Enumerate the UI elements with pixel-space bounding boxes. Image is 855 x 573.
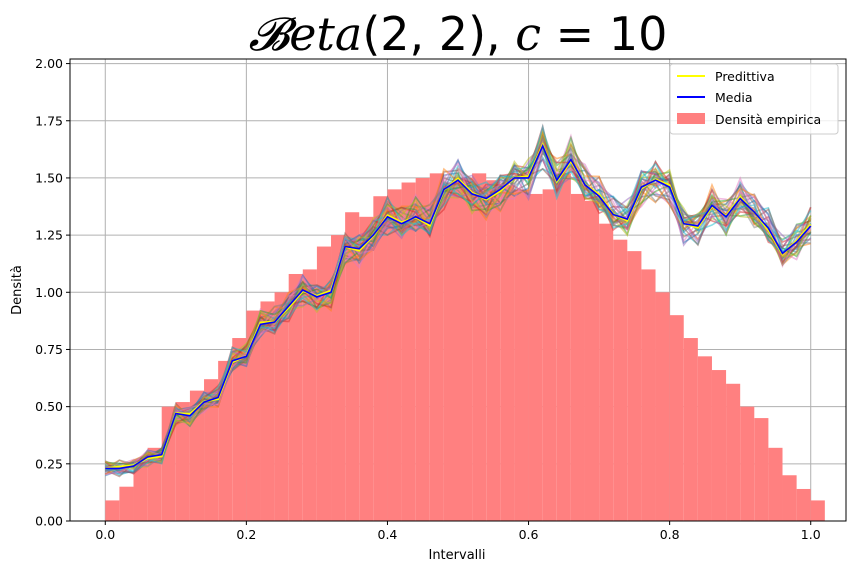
x-tick-label: 0.2 xyxy=(236,527,256,542)
y-tick-label: 0.50 xyxy=(35,399,63,414)
x-tick-label: 1.0 xyxy=(801,527,821,542)
histogram-bar xyxy=(669,315,684,521)
histogram-bar xyxy=(556,173,571,521)
histogram-bar xyxy=(542,189,557,521)
histogram-bar xyxy=(119,486,134,521)
x-axis-label: Intervalli xyxy=(428,548,485,563)
histogram-bar xyxy=(711,370,727,521)
histogram-bar xyxy=(359,216,374,521)
histogram-bar xyxy=(345,212,360,522)
histogram-bar xyxy=(316,246,332,521)
legend-mean-label: Media xyxy=(715,90,753,105)
mean-line xyxy=(105,143,812,470)
histogram-bar xyxy=(570,193,585,521)
plot-frame xyxy=(69,58,847,522)
histogram-bar xyxy=(232,338,247,521)
histogram-bar xyxy=(613,239,628,521)
histogram-bar xyxy=(740,406,755,521)
chart-title: 𝓑eta(2, 2), c = 10 xyxy=(249,7,668,61)
x-tick-label: 0.8 xyxy=(660,527,680,542)
histogram-bar xyxy=(500,184,515,521)
legend-histogram-swatch xyxy=(677,113,705,124)
chart-title-eq: = 10 xyxy=(541,7,667,61)
histogram-bar xyxy=(260,301,275,521)
y-tick-label: 1.50 xyxy=(35,170,63,185)
chart-title-args: (2, 2), xyxy=(362,7,515,61)
legend-predictive-label: Predittiva xyxy=(715,69,775,84)
histogram-bar xyxy=(373,196,388,521)
y-tick-label: 1.75 xyxy=(35,113,63,128)
histogram-bar xyxy=(147,447,162,521)
chart-title-name: 𝓑eta xyxy=(249,7,363,61)
histogram-bar xyxy=(627,251,642,521)
histogram-bar xyxy=(415,177,430,521)
y-tick-label: 0.75 xyxy=(35,342,63,357)
histogram-bar xyxy=(641,269,656,521)
legend-box xyxy=(669,63,839,135)
histogram-bar xyxy=(782,475,797,521)
sample-line xyxy=(105,139,811,472)
chart-title-param: c xyxy=(515,7,541,61)
histogram-bar xyxy=(175,402,190,521)
histogram-bar xyxy=(443,182,458,521)
histogram-bar xyxy=(796,488,811,521)
histogram-bar xyxy=(726,383,741,521)
x-tick-label: 0.6 xyxy=(519,527,539,542)
legend: Predittiva Media Densità empirica xyxy=(669,63,839,135)
y-tick-label: 0.25 xyxy=(35,456,63,471)
histogram-bars xyxy=(105,173,825,522)
y-tick-label: 2.00 xyxy=(35,56,63,71)
histogram-bar xyxy=(302,269,317,521)
histogram-bar xyxy=(458,177,473,521)
histogram-bar xyxy=(274,292,289,521)
histogram-bar xyxy=(105,500,120,521)
y-axis-label: Densità xyxy=(10,265,25,315)
histogram-bar xyxy=(754,418,769,521)
histogram-bar xyxy=(584,200,600,521)
sample-line xyxy=(105,123,812,472)
histogram-bar xyxy=(288,273,303,521)
histogram-bar xyxy=(472,173,487,521)
histogram-bar xyxy=(514,189,529,521)
histogram-bar xyxy=(429,173,444,521)
histogram-bar xyxy=(697,356,712,521)
y-tick-label: 1.25 xyxy=(35,228,63,243)
x-tick-label: 0.4 xyxy=(378,527,398,542)
y-tick-label: 1.00 xyxy=(35,285,63,300)
y-axis-ticks: 0.00 0.25 0.50 0.75 1.00 1.25 1.50 1.75 2.00 xyxy=(35,56,70,529)
histogram-bar xyxy=(528,193,543,521)
x-axis-ticks: 0.0 0.2 0.4 0.6 0.8 1.0 xyxy=(95,521,821,542)
histogram-bar xyxy=(655,292,670,521)
x-tick-label: 0.0 xyxy=(95,527,115,542)
histogram-bar xyxy=(768,447,783,521)
histogram-bar xyxy=(189,390,205,521)
histogram-bar xyxy=(218,360,233,521)
histogram-bar xyxy=(204,379,219,521)
legend-histogram-label: Densità empirica xyxy=(715,112,821,127)
y-tick-label: 0.00 xyxy=(35,514,63,529)
histogram-bar xyxy=(486,180,501,521)
histogram-bar xyxy=(161,406,176,521)
histogram-bar xyxy=(133,463,148,521)
histogram-bar xyxy=(599,223,614,521)
histogram-bar xyxy=(331,235,346,521)
histogram-bar xyxy=(810,500,825,521)
histogram-bar xyxy=(246,310,261,521)
mean-series xyxy=(105,143,812,470)
histogram-bar xyxy=(387,189,402,521)
sample-line xyxy=(105,144,812,476)
histogram-bar xyxy=(401,182,416,521)
histogram-bar xyxy=(683,338,698,521)
